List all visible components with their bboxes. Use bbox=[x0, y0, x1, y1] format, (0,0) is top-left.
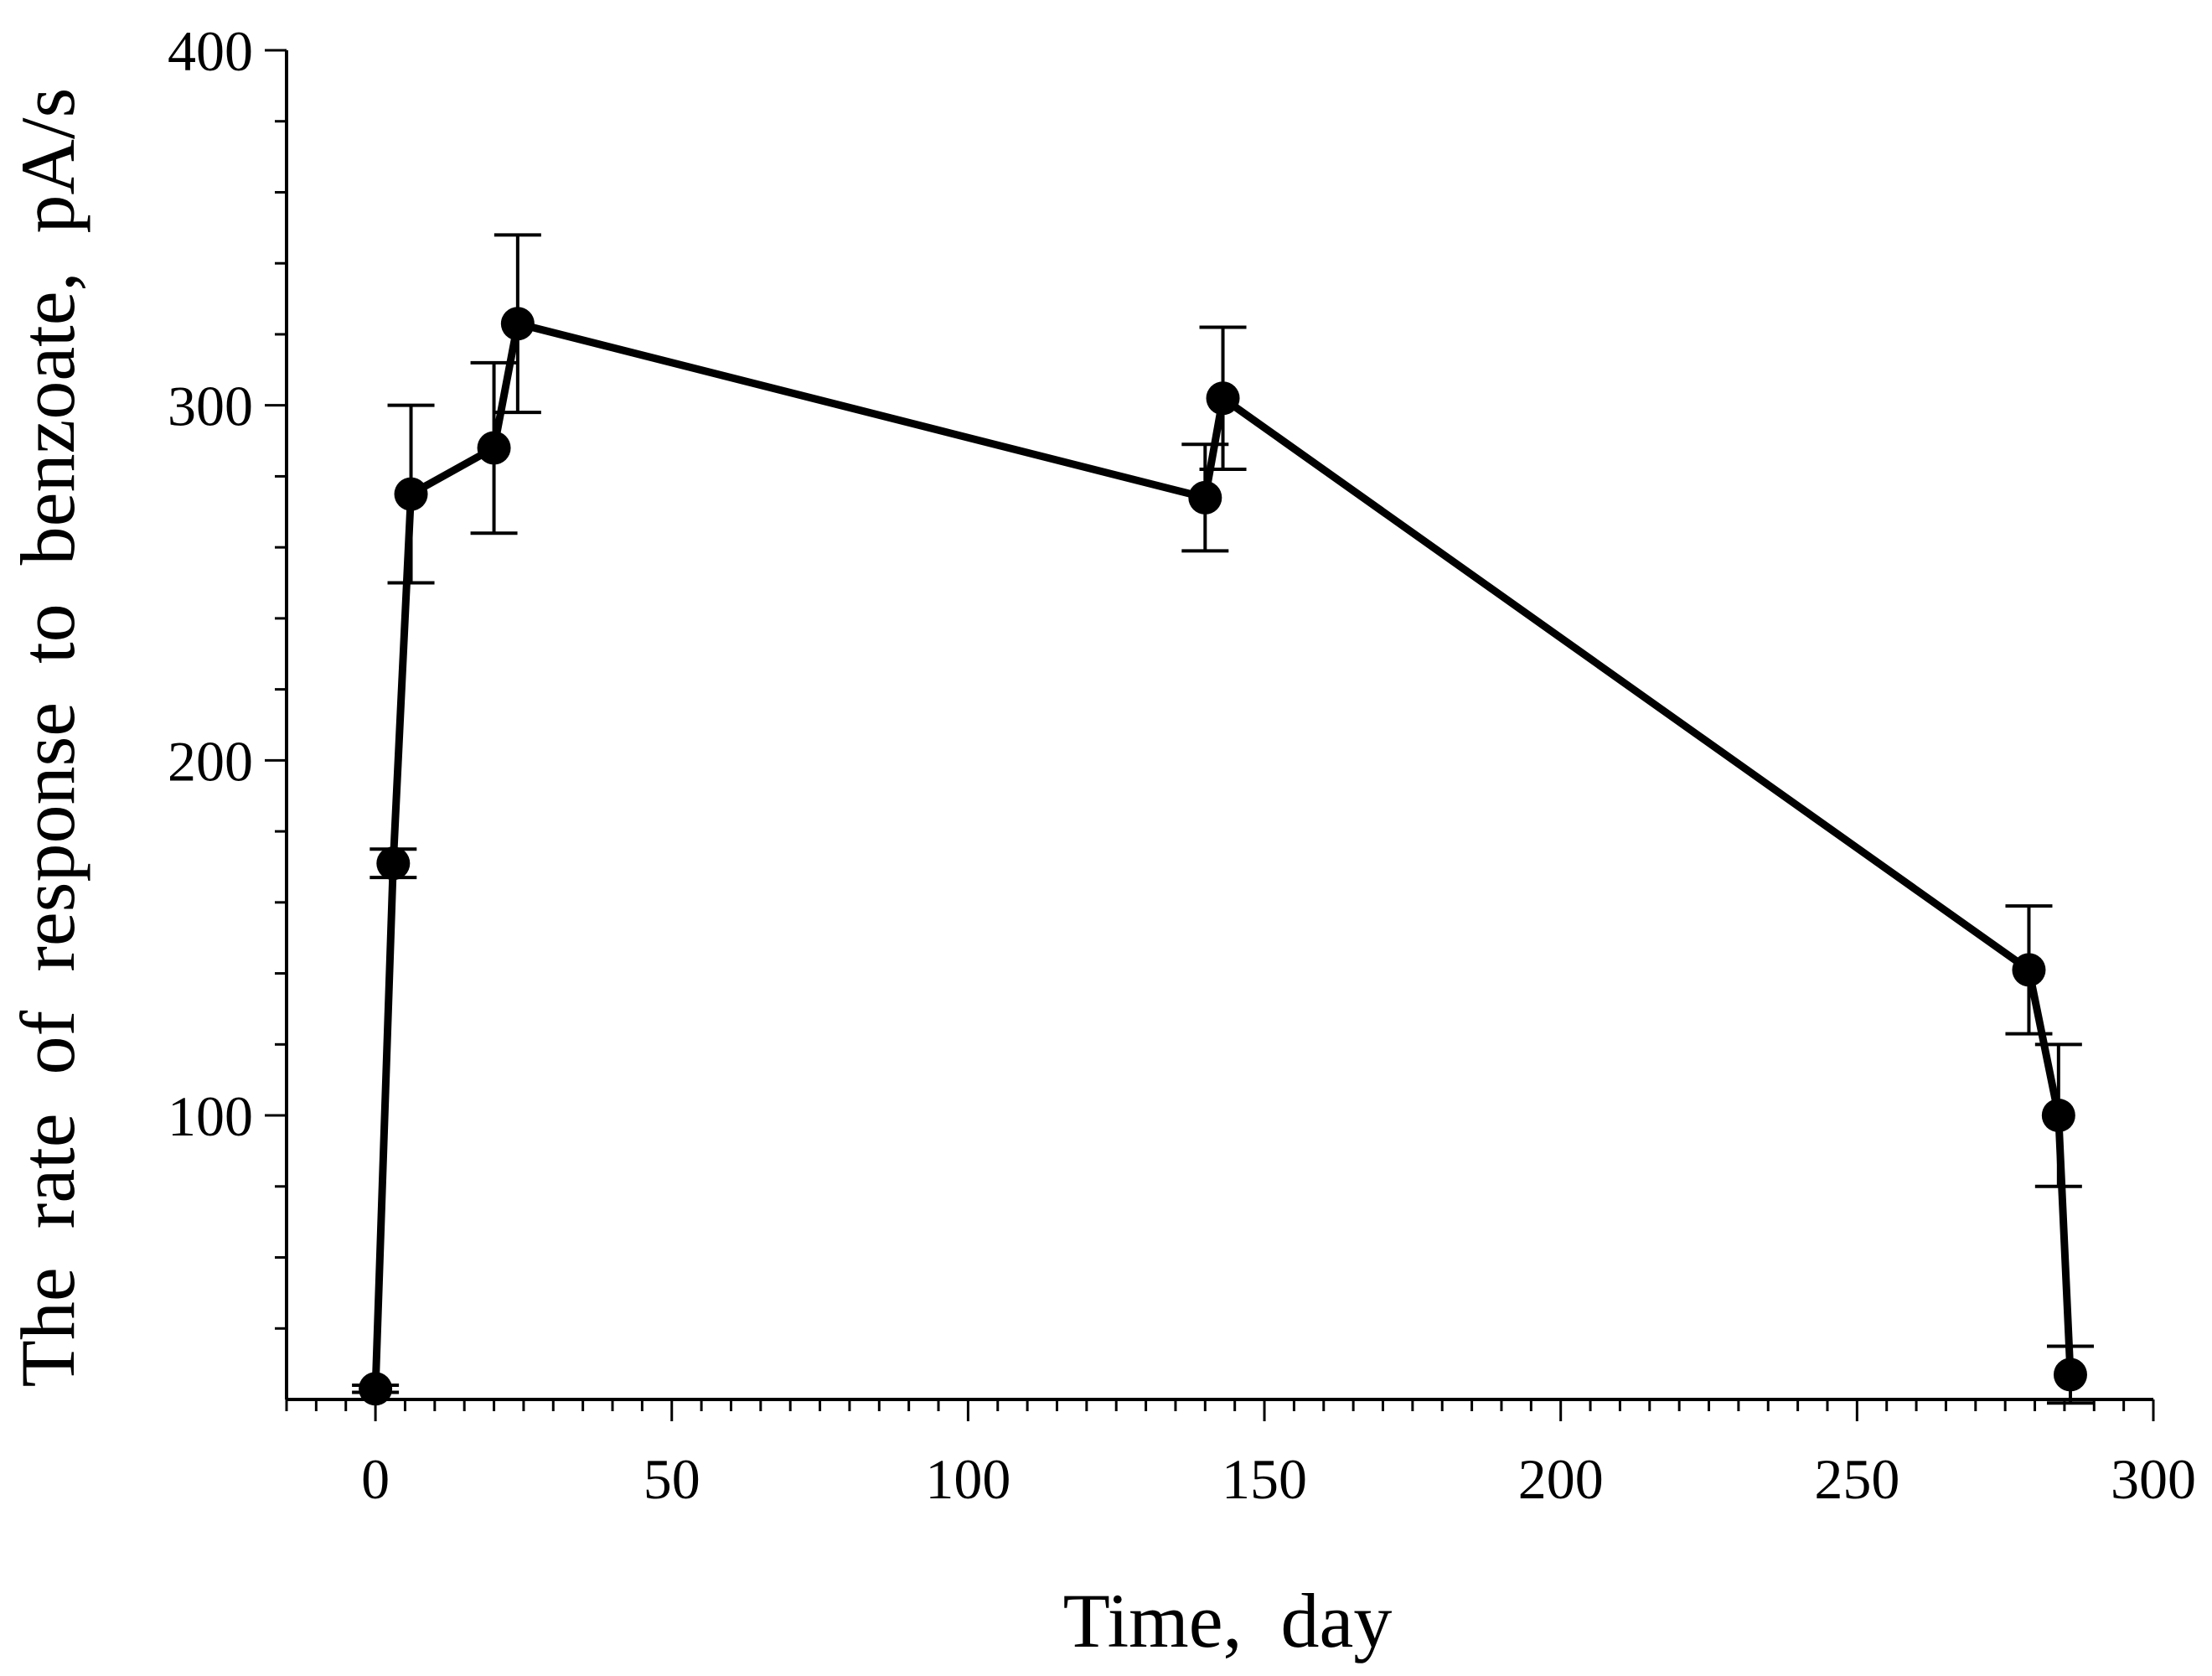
data-point bbox=[1188, 480, 1222, 515]
data-point bbox=[376, 846, 411, 881]
y-tick-label: 300 bbox=[168, 375, 253, 438]
x-axis-title: Time, day bbox=[1063, 1578, 1393, 1663]
x-tick-label: 50 bbox=[643, 1447, 700, 1511]
data-point bbox=[359, 1372, 393, 1406]
x-tick-label: 200 bbox=[1518, 1447, 1604, 1511]
data-point bbox=[1206, 381, 1240, 416]
series-line bbox=[371, 319, 2075, 1389]
series-line-group bbox=[371, 319, 2075, 1389]
x-tick-label: 250 bbox=[1814, 1447, 1899, 1511]
data-point bbox=[2053, 1358, 2087, 1392]
y-axis-title: The rate of response to benzoate, pA/s bbox=[5, 88, 90, 1388]
data-point bbox=[394, 477, 428, 511]
data-point bbox=[2012, 953, 2046, 987]
y-axis-ticks: 100 200 300 400 bbox=[168, 19, 287, 1330]
data-point bbox=[2041, 1099, 2075, 1133]
y-tick-label: 400 bbox=[168, 19, 253, 83]
x-tick-label: 150 bbox=[1222, 1447, 1307, 1511]
x-axis-ticks: 0 50 100 150 200 250 300 bbox=[285, 1399, 2196, 1511]
x-tick-label: 0 bbox=[361, 1447, 390, 1511]
y-tick-label: 200 bbox=[168, 729, 253, 793]
x-tick-label: 300 bbox=[2111, 1447, 2196, 1511]
data-markers bbox=[359, 307, 2087, 1406]
data-point bbox=[500, 307, 535, 341]
axes bbox=[285, 50, 2153, 1401]
x-tick-label: 100 bbox=[925, 1447, 1010, 1511]
y-tick-label: 100 bbox=[168, 1084, 253, 1148]
data-point bbox=[477, 431, 511, 465]
